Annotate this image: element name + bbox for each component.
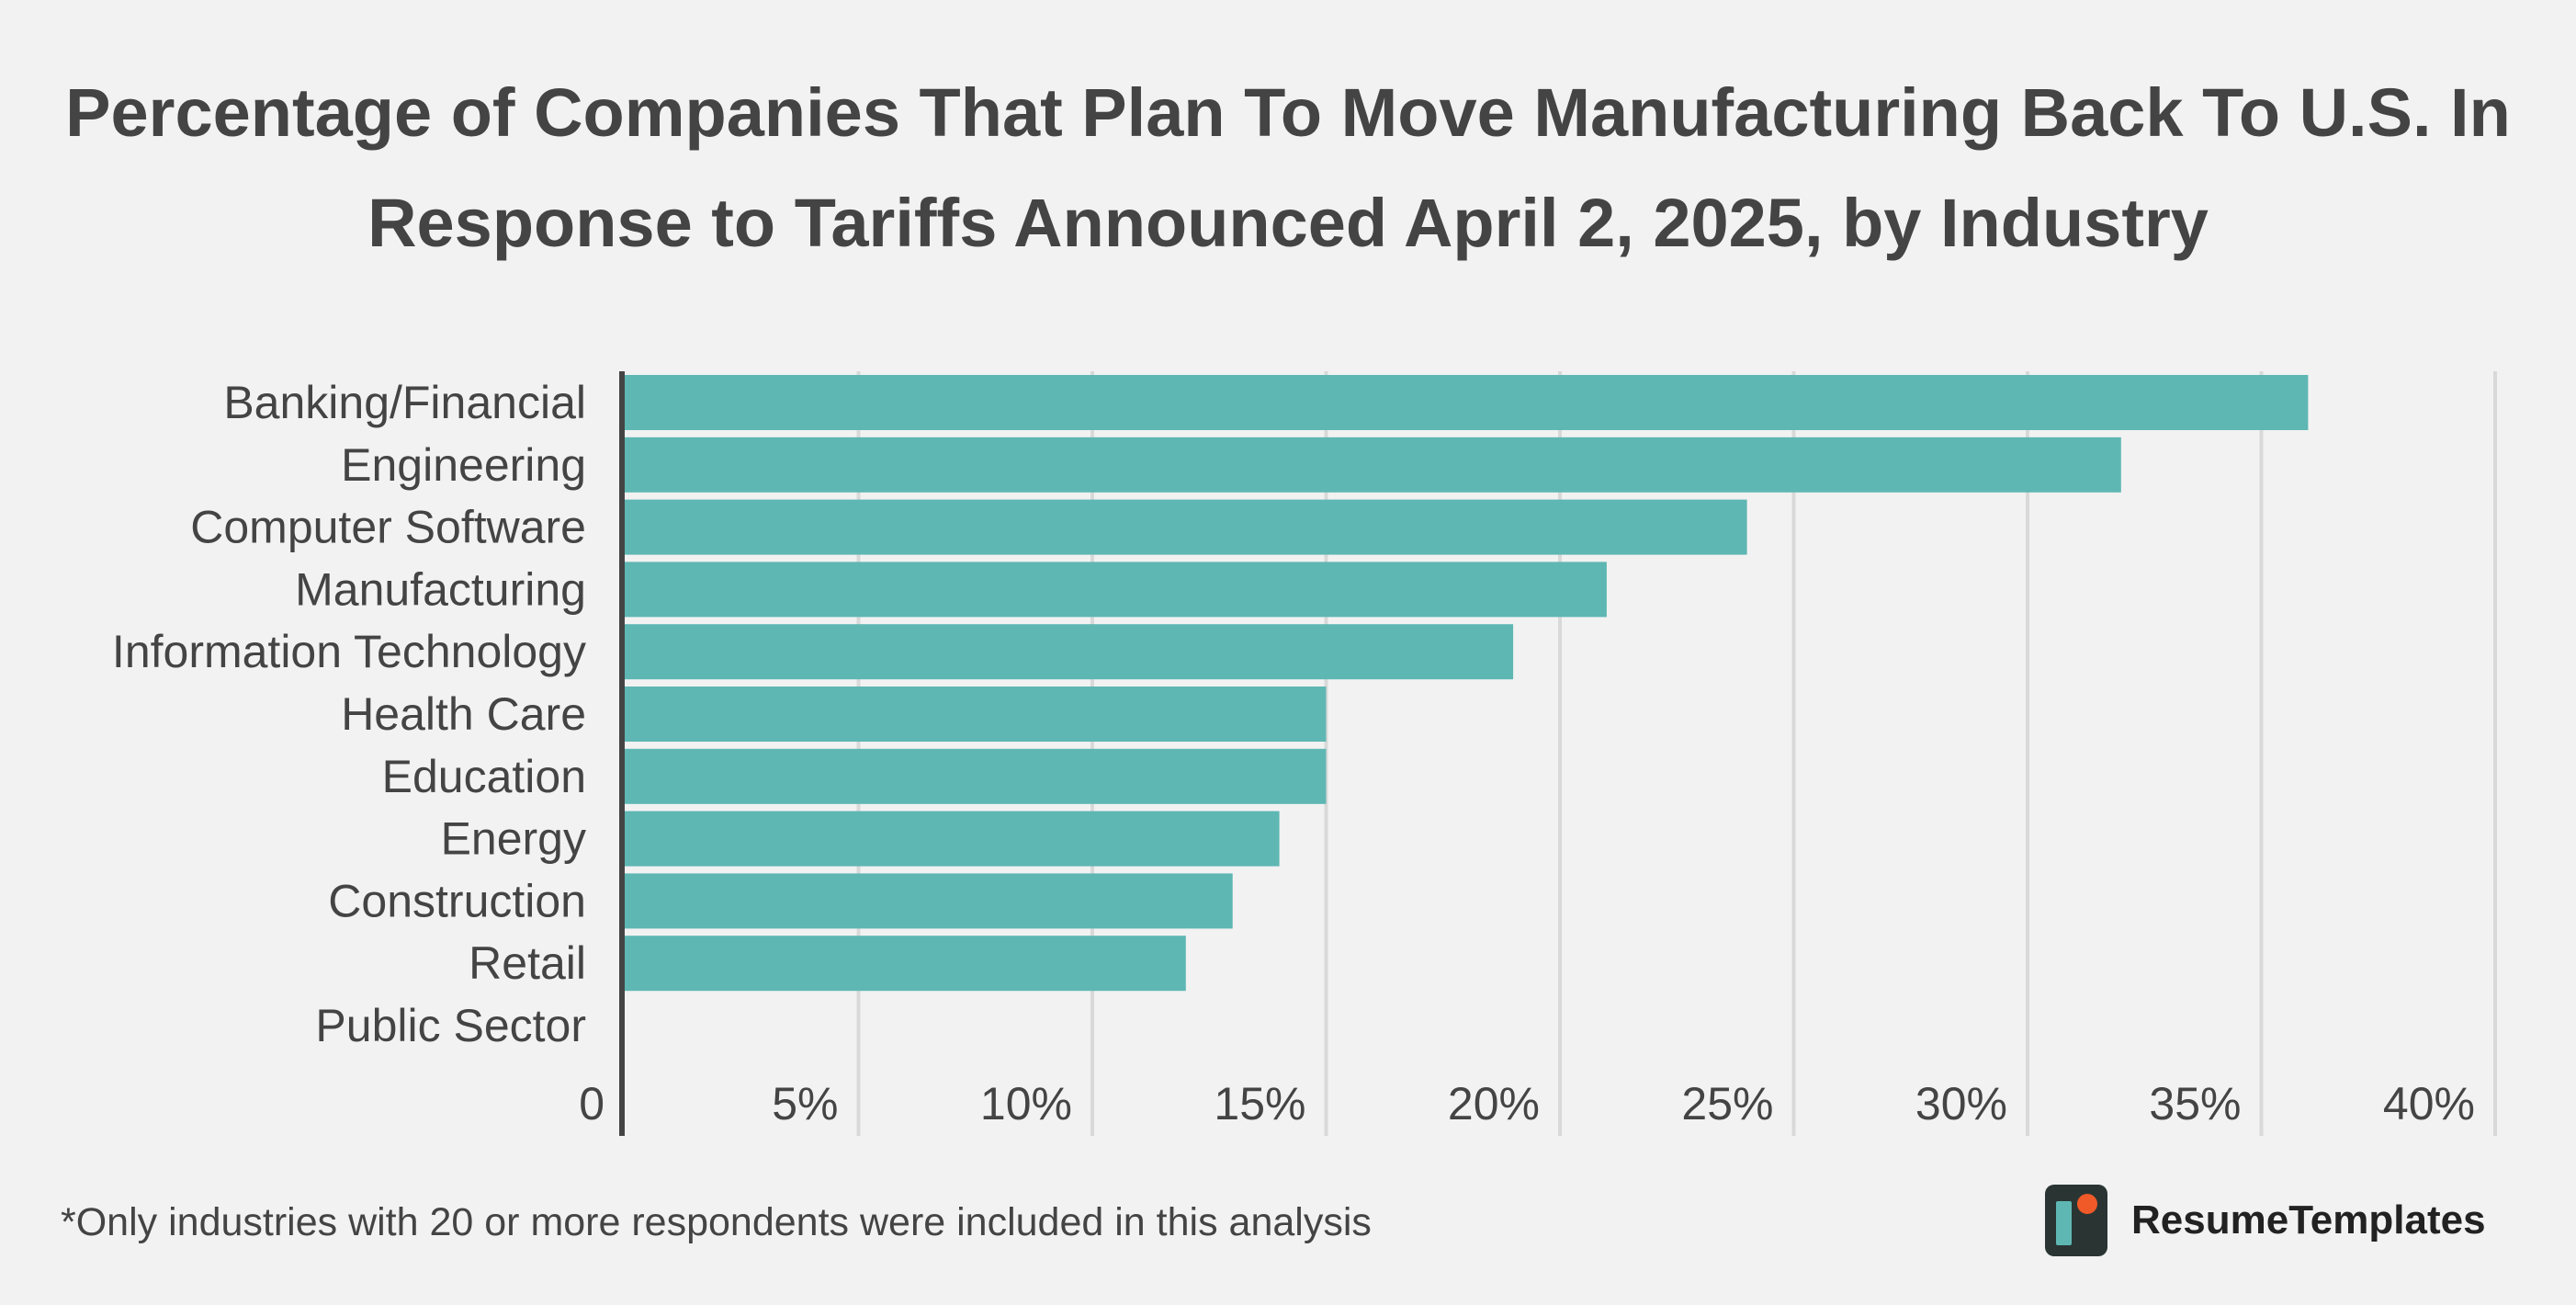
- brand: ResumeTemplates: [2045, 1184, 2486, 1257]
- bar-education: [625, 748, 1327, 804]
- x-tick-label-10pct: 10%: [980, 1078, 1072, 1129]
- category-label-banking-financial: Banking/Financial: [223, 377, 586, 428]
- bar-computer-software: [625, 499, 1747, 555]
- x-tick-label-20pct: 20%: [1448, 1078, 1540, 1129]
- bar-manufacturing: [625, 562, 1607, 618]
- x-tick-label-25pct: 25%: [1681, 1078, 1773, 1129]
- category-label-public-sector: Public Sector: [315, 1000, 586, 1051]
- category-label-computer-software: Computer Software: [190, 502, 586, 553]
- bar-retail: [625, 936, 1186, 992]
- category-label-health-care: Health Care: [341, 688, 586, 740]
- chart-title-line-2: Response to Tariffs Announced April 2, 2…: [367, 185, 2209, 261]
- bars: [625, 375, 2309, 992]
- category-label-construction: Construction: [328, 875, 586, 926]
- category-label-engineering: Engineering: [341, 439, 586, 491]
- category-label-education: Education: [382, 751, 586, 802]
- bar-engineering: [625, 437, 2121, 493]
- bar-energy: [625, 811, 1280, 867]
- bar-construction: [625, 873, 1233, 929]
- x-tick-label-35pct: 35%: [2149, 1078, 2241, 1129]
- footnote: *Only industries with 20 or more respond…: [61, 1200, 1372, 1244]
- bar-banking-financial: [625, 375, 2309, 430]
- x-tick-labels: 0 5% 10% 15% 20% 25% 30% 35% 40%: [579, 1078, 2475, 1129]
- bar-information-technology: [625, 624, 1514, 680]
- x-tick-label-15pct: 15%: [1214, 1078, 1305, 1129]
- x-tick-label-5pct: 5%: [772, 1078, 838, 1129]
- category-label-information-technology: Information Technology: [112, 626, 586, 677]
- brand-name: ResumeTemplates: [2131, 1197, 2486, 1243]
- category-label-energy: Energy: [441, 813, 586, 865]
- category-labels: Banking/Financial Engineering Computer Sof…: [112, 377, 586, 1051]
- category-label-manufacturing: Manufacturing: [295, 563, 586, 615]
- resumetemplates-logo-icon: [2045, 1185, 2107, 1256]
- x-tick-label-0: 0: [579, 1078, 604, 1129]
- x-tick-label-40pct: 40%: [2383, 1078, 2475, 1129]
- x-tick-label-30pct: 30%: [1915, 1078, 2007, 1129]
- bar-health-care: [625, 687, 1327, 742]
- chart-title-line-1: Percentage of Companies That Plan To Mov…: [65, 74, 2511, 151]
- category-label-retail: Retail: [469, 937, 586, 989]
